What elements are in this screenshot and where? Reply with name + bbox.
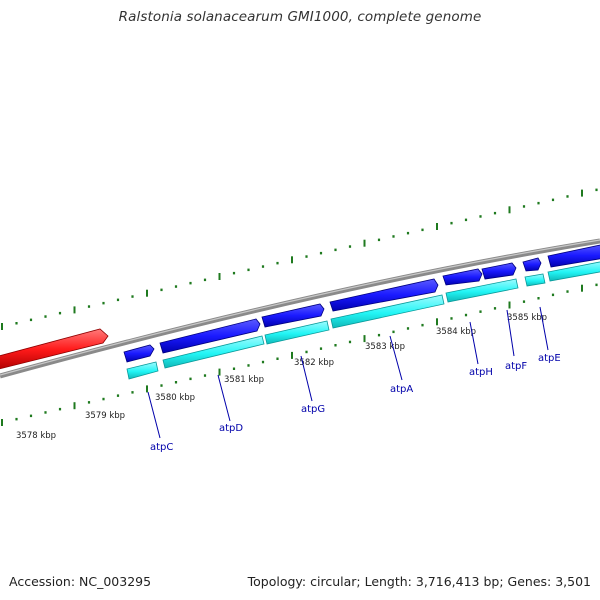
- inner-tick-track: [1, 283, 598, 426]
- gene-label-leader: [469, 321, 479, 365]
- gene-label: atpH: [469, 367, 493, 378]
- gene-track-bar: [162, 335, 265, 369]
- cds-arrow: [261, 303, 325, 328]
- gene-label-leader: [147, 391, 161, 439]
- cds-track: [123, 244, 600, 363]
- gene-track-bar: [524, 273, 546, 287]
- accession-text: Accession: NC_003295: [9, 574, 152, 589]
- gene-label: atpE: [538, 353, 561, 364]
- outer-tick-track: [1, 188, 598, 330]
- genome-summary-text: Topology: circular; Length: 3,716,413 bp…: [247, 574, 591, 589]
- gene-track-bar: [445, 278, 519, 303]
- kbp-label: 3583 kbp: [365, 342, 405, 352]
- cds-arrow: [329, 278, 439, 312]
- kbp-label-layer: 3578 kbp 3579 kbp 3580 kbp 3581 kbp 3582 kbp…: [16, 313, 547, 441]
- gene-label-leader: [539, 306, 549, 351]
- kbp-label: 3585 kbp: [507, 313, 547, 323]
- genome-backbone-highlight: [0, 239, 600, 376]
- kbp-label: 3582 kbp: [294, 358, 334, 368]
- cds-arrow: [159, 318, 261, 354]
- cds-arrow: [481, 262, 517, 280]
- gene-label-leader: [217, 374, 231, 422]
- gene-track: [126, 261, 600, 380]
- genome-backbone: [0, 238, 600, 379]
- map-title: Ralstonia solanacearum GMI1000, complete…: [118, 9, 482, 25]
- gene-label: atpC: [150, 442, 173, 453]
- kbp-label: 3579 kbp: [85, 411, 125, 421]
- kbp-label: 3580 kbp: [155, 393, 195, 403]
- cds-arrow: [123, 344, 155, 363]
- cds-arrow: [522, 257, 542, 272]
- highlight-feature: [0, 328, 109, 370]
- gene-label-leader: [506, 309, 515, 357]
- kbp-label: 3581 kbp: [224, 375, 264, 385]
- cds-arrow: [442, 268, 483, 286]
- gene-label-leader: [389, 335, 403, 381]
- kbp-label: 3578 kbp: [16, 431, 56, 441]
- gene-label: atpF: [505, 361, 527, 372]
- gene-label-layer: atpC atpD atpG atpA atpH atpF atpE: [147, 306, 561, 453]
- gene-track-bar: [330, 294, 445, 329]
- gene-track-bar: [264, 320, 330, 345]
- gene-label: atpD: [219, 423, 243, 434]
- gene-label: atpA: [390, 384, 413, 395]
- cds-arrow: [547, 244, 600, 268]
- gene-track-bar: [126, 361, 159, 380]
- gene-track-bar: [547, 261, 600, 282]
- kbp-label: 3584 kbp: [436, 327, 476, 337]
- gene-label: atpG: [301, 404, 325, 415]
- gene-label-leader: [300, 355, 313, 402]
